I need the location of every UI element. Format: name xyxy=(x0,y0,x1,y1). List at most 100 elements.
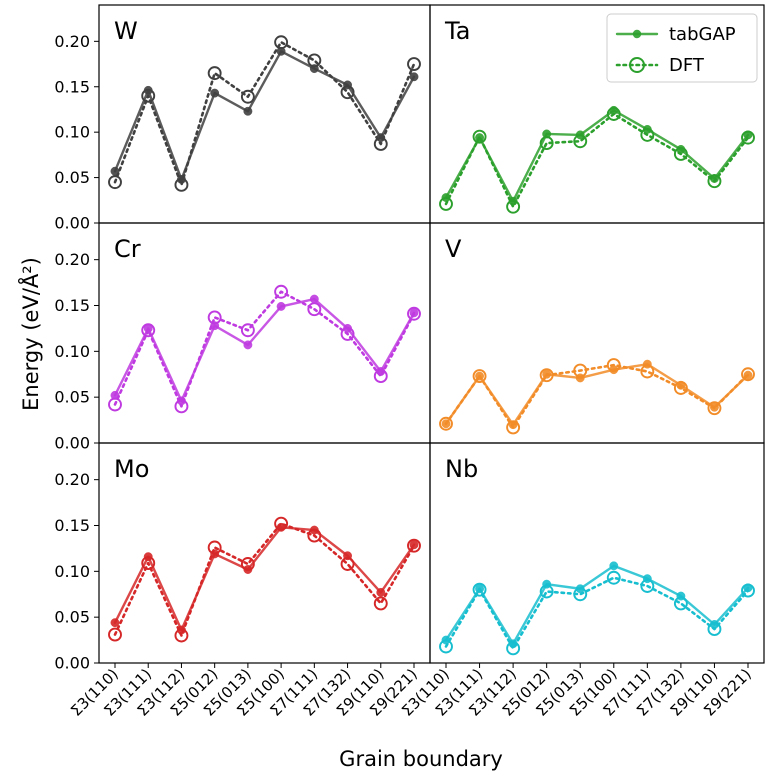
panel-frame xyxy=(429,442,765,664)
panels: W Ta Cr V Mo Nb xyxy=(108,17,755,656)
y-tick-label: 0.20 xyxy=(54,250,90,269)
y-tick-label: 0.15 xyxy=(54,77,90,96)
y-tick-label: 0.05 xyxy=(54,608,90,627)
dft-point-W-9 xyxy=(407,57,421,71)
series-line-Nb-dft xyxy=(444,576,750,650)
dft-point-W-6 xyxy=(307,53,322,68)
panel-label-Nb: Nb xyxy=(445,455,478,483)
dft-point-Cr-6 xyxy=(307,302,322,317)
tabgap-point-Nb-5 xyxy=(609,561,619,571)
y-tick-label: 0.05 xyxy=(54,168,90,187)
y-axis-label: Energy (eV/Å²) xyxy=(17,257,43,411)
dft-point-Mo-5 xyxy=(274,516,289,531)
dft-point-V-0 xyxy=(439,416,453,431)
tabgap-point-W-4 xyxy=(243,106,253,116)
panel-label-W: W xyxy=(114,17,138,45)
series-line-V-dft xyxy=(444,363,750,429)
dft-point-W-1 xyxy=(141,88,156,103)
y-tick-label: 0.10 xyxy=(54,562,90,581)
dft-point-Mo-4 xyxy=(240,557,255,571)
dft-point-Mo-0 xyxy=(108,627,122,642)
dft-point-Mo-1 xyxy=(141,556,156,571)
y-tick-label: 0.00 xyxy=(54,214,90,233)
panel-Ta: Ta xyxy=(439,17,755,214)
dft-point-V-6 xyxy=(640,364,655,379)
dft-point-V-8 xyxy=(707,401,722,416)
series-line-Mo-tabgap xyxy=(113,526,416,632)
dft-point-Ta-4 xyxy=(573,134,588,149)
dft-point-Nb-8 xyxy=(707,622,722,637)
dft-point-Nb-6 xyxy=(640,579,655,593)
dft-point-Mo-6 xyxy=(307,528,322,543)
dft-point-V-4 xyxy=(573,363,588,378)
dft-point-Nb-3 xyxy=(539,584,554,599)
dft-point-V-7 xyxy=(673,381,688,395)
dft-point-V-2 xyxy=(506,420,521,435)
dft-point-W-2 xyxy=(174,177,189,192)
dft-point-Mo-3 xyxy=(207,540,222,555)
dft-point-Nb-9 xyxy=(741,583,755,598)
dft-point-V-1 xyxy=(472,369,487,384)
dft-point-W-4 xyxy=(240,89,255,104)
y-tick-label: 0.00 xyxy=(54,654,90,673)
dft-point-Ta-8 xyxy=(707,174,722,189)
dft-point-Mo-7 xyxy=(340,557,355,571)
tabgap-point-Ta-3 xyxy=(542,129,552,139)
series-line-Ta-dft xyxy=(444,112,750,208)
panel-label-Mo: Mo xyxy=(114,455,149,483)
series-line-W-tabgap xyxy=(113,50,416,181)
dft-point-Mo-9 xyxy=(407,538,421,553)
y-tick-label: 0.00 xyxy=(54,434,90,453)
panel-Nb: Nb xyxy=(439,455,755,656)
panel-label-Cr: Cr xyxy=(114,235,141,263)
y-tick-label: 0.20 xyxy=(54,32,90,51)
x-axis-label: Grain boundary xyxy=(339,747,503,771)
dft-point-W-0 xyxy=(108,175,122,190)
dft-point-Ta-7 xyxy=(673,147,688,161)
tabgap-point-Cr-5 xyxy=(276,301,286,311)
axes: 0.00 0.05 0.10 0.15 0.20 0.00 0.05 0.10 0.15 0.20… xyxy=(54,4,765,720)
dft-point-Cr-4 xyxy=(240,323,255,338)
panel-W: W xyxy=(108,17,421,192)
dft-point-Cr-7 xyxy=(340,326,355,341)
legend-label-tabGAP: tabGAP xyxy=(669,24,736,45)
panel-label-V: V xyxy=(445,235,462,263)
dft-point-Mo-8 xyxy=(373,596,388,611)
panel-label-Ta: Ta xyxy=(444,17,470,45)
dft-point-V-5 xyxy=(606,358,621,373)
dft-point-Ta-2 xyxy=(506,199,521,214)
dft-point-Nb-0 xyxy=(439,639,453,654)
dft-point-Cr-9 xyxy=(407,306,421,321)
dft-point-W-7 xyxy=(340,85,355,100)
series-line-Cr-tabgap xyxy=(113,297,416,403)
panel-frame xyxy=(98,4,431,224)
tabgap-point-Cr-6 xyxy=(309,294,319,304)
series-line-Cr-dft xyxy=(113,290,416,408)
series-line-Nb-tabgap xyxy=(444,564,750,645)
dft-point-Ta-5 xyxy=(606,107,621,121)
dft-point-Nb-5 xyxy=(606,570,621,585)
tabgap-point-Mo-8 xyxy=(376,587,386,597)
panel-Cr: Cr xyxy=(108,235,421,414)
dft-point-Ta-0 xyxy=(439,196,453,211)
panel-V: V xyxy=(439,235,755,435)
dft-point-V-3 xyxy=(539,368,554,383)
dft-point-W-3 xyxy=(207,66,222,81)
dft-point-Ta-6 xyxy=(640,127,655,142)
dft-point-Nb-1 xyxy=(472,582,487,597)
panel-Mo: Mo xyxy=(108,455,421,643)
dft-point-Ta-3 xyxy=(539,136,554,151)
dft-point-Cr-2 xyxy=(174,399,189,414)
dft-point-Nb-4 xyxy=(573,587,588,602)
dft-point-Cr-1 xyxy=(141,323,156,338)
tabgap-point-Mo-9 xyxy=(409,540,419,550)
y-tick-label: 0.10 xyxy=(54,123,90,142)
dft-point-Cr-5 xyxy=(274,284,289,299)
dft-point-Cr-3 xyxy=(207,310,222,325)
series-line-Ta-tabgap xyxy=(444,109,750,203)
legend-label-DFT: DFT xyxy=(669,55,705,76)
y-tick-label: 0.15 xyxy=(54,516,90,535)
dft-point-Nb-7 xyxy=(673,596,688,611)
y-tick-label: 0.05 xyxy=(54,388,90,407)
tabgap-point-Cr-4 xyxy=(243,340,253,350)
